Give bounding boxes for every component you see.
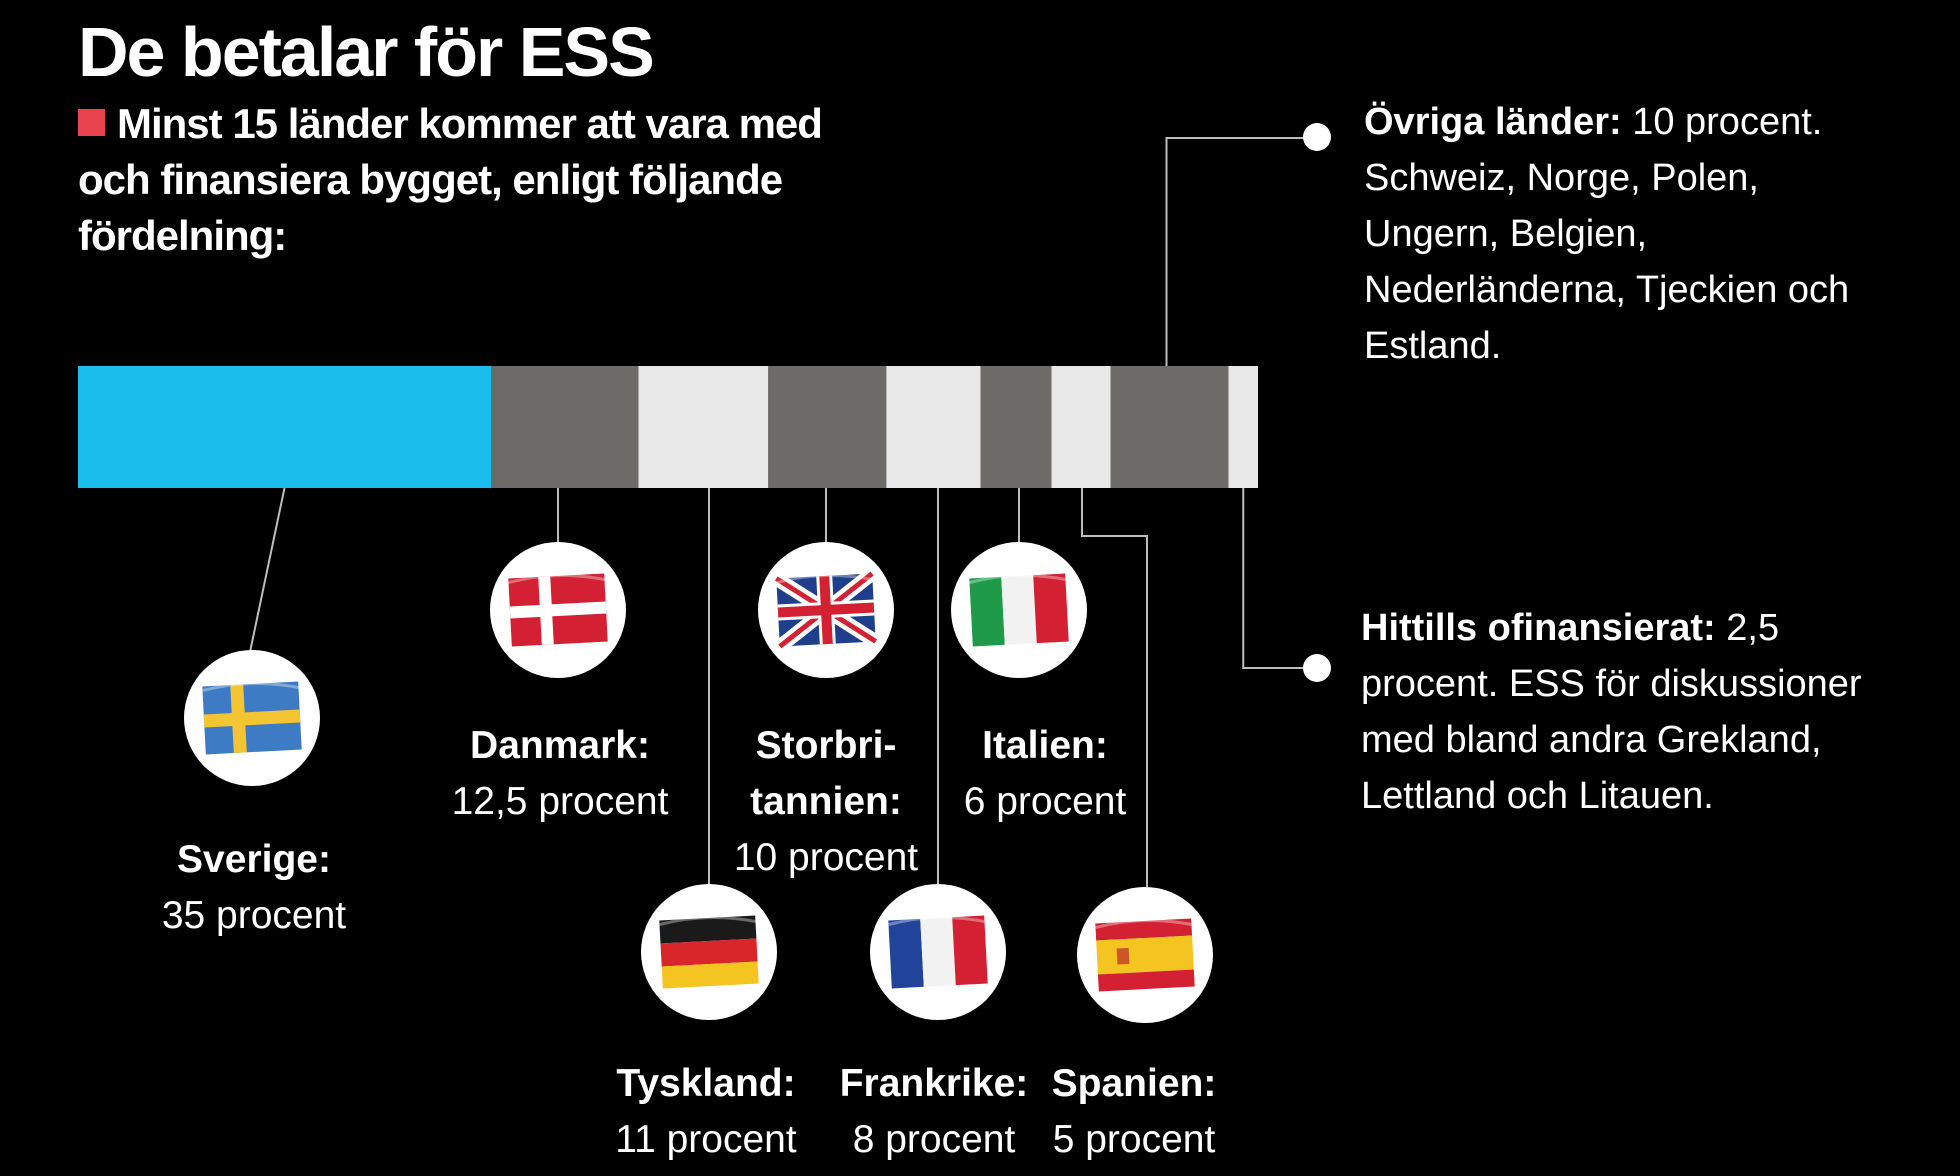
bar-segment-2 [638, 366, 769, 488]
bar-segment-0 [78, 366, 491, 488]
leader-line-ovriga [1165, 137, 1317, 366]
segment-label-2: Tyskland: 11 procent [615, 1056, 796, 1168]
segment-value: 8 procent [852, 1118, 1016, 1161]
segment-name: Frankrike: [839, 1062, 1029, 1105]
segment-value: 6 procent [963, 780, 1127, 823]
italy-flag-icon [951, 542, 1087, 678]
segment-label-1: Danmark: 12,5 procent [452, 718, 669, 830]
denmark-flag-icon [490, 542, 626, 678]
segment-name: tannien: [750, 780, 902, 823]
segment-name: Danmark: [470, 724, 650, 767]
note-ovriga-text: 10 procent. Schweiz, Norge, Polen, Unger… [1364, 101, 1850, 367]
note-ofinansierat-text: 2,5 procent. ESS för diskussioner med bl… [1361, 607, 1862, 817]
dot-ofinansierat [1303, 654, 1331, 682]
segment-label-5: Italien: 6 procent [964, 718, 1127, 830]
bar-segment-6 [1051, 366, 1111, 488]
segment-name: Tyskland: [616, 1062, 796, 1105]
bar-segment-4 [886, 366, 981, 488]
segment-label-0: Sverige: 35 procent [162, 832, 346, 944]
segment-label-6: Spanien: 5 procent [1052, 1056, 1217, 1168]
segment-value: 5 procent [1052, 1118, 1216, 1161]
subtitle-text: Minst 15 länder kommer att vara med och … [78, 100, 823, 259]
subtitle: Minst 15 länder kommer att vara med och … [78, 96, 878, 264]
leader-line-ofinansierat [1242, 488, 1317, 669]
germany-flag-icon [641, 884, 777, 1020]
leader-line-0 [249, 487, 286, 653]
segment-label-3: Storbri-tannien: 10 procent [734, 718, 918, 886]
segment-value: 10 procent [733, 836, 919, 879]
segment-label-4: Frankrike: 8 procent [840, 1056, 1029, 1168]
segment-name: Storbri- [755, 724, 897, 767]
bullet-square-icon [78, 109, 105, 136]
bar-segment-5 [980, 366, 1052, 488]
note-ofinansierat-label: Hittills ofinansierat: [1361, 607, 1716, 649]
segment-name: Sverige: [177, 838, 331, 881]
dot-ovriga [1303, 123, 1331, 151]
uk-flag-icon [758, 542, 894, 678]
segment-name: Spanien: [1051, 1062, 1217, 1105]
page-title: De betalar för ESS [78, 13, 655, 91]
segment-value: 11 procent [615, 1118, 797, 1161]
segment-value: 35 procent [161, 894, 347, 937]
leader-line-6 [1081, 488, 1148, 887]
segment-value: 12,5 procent [451, 780, 669, 823]
note-ovriga: Övriga länder: 10 procent. Schweiz, Norg… [1364, 94, 1904, 374]
sweden-flag-icon [184, 650, 320, 786]
bar-segment-1 [491, 366, 639, 488]
bar-segment-8 [1228, 366, 1258, 488]
spain-flag-icon [1077, 887, 1213, 1023]
segment-name: Italien: [982, 724, 1108, 767]
bar-segment-3 [768, 366, 887, 488]
note-ofinansierat: Hittills ofinansierat: 2,5 procent. ESS … [1361, 600, 1901, 824]
note-ovriga-label: Övriga länder: [1364, 101, 1622, 143]
france-flag-icon [870, 884, 1006, 1020]
bar-segment-7 [1110, 366, 1229, 488]
